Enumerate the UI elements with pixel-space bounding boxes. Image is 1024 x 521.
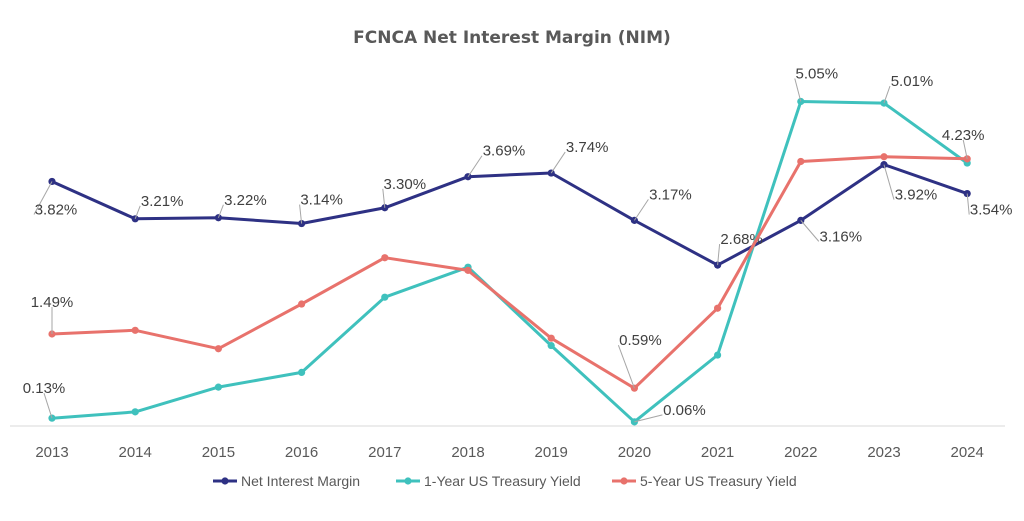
leader-line xyxy=(134,205,141,219)
data-label: 3.16% xyxy=(820,228,863,245)
leader-line xyxy=(962,139,968,159)
data-point xyxy=(797,97,805,106)
data-point xyxy=(797,157,805,166)
x-tick-label: 2022 xyxy=(784,444,817,461)
data-label: 0.06% xyxy=(663,402,706,419)
leader-line xyxy=(43,393,53,419)
series-3: 1.49% 0.59% 4.23% xyxy=(31,127,985,392)
leader-line xyxy=(883,164,895,200)
legend-item: 1-Year US Treasury Yield xyxy=(396,473,581,489)
legend-label: 5-Year US Treasury Yield xyxy=(640,473,797,489)
x-tick-label: 2016 xyxy=(285,444,318,461)
x-tick-label: 2019 xyxy=(535,444,568,461)
leader-line xyxy=(217,204,224,218)
data-label: 3.54% xyxy=(970,202,1013,219)
data-point xyxy=(381,254,389,262)
x-tick-label: 2023 xyxy=(867,444,900,461)
leader-line xyxy=(794,78,802,102)
legend-swatch-dot xyxy=(221,477,229,485)
data-label: 3.14% xyxy=(300,192,343,209)
data-label: 4.23% xyxy=(942,127,985,144)
data-label: 2.68% xyxy=(720,231,763,248)
data-point xyxy=(214,383,222,391)
data-point xyxy=(714,351,722,359)
data-label: 0.59% xyxy=(619,332,662,349)
leader-line xyxy=(550,151,566,174)
leader-line xyxy=(299,204,303,224)
leader-line xyxy=(633,199,649,221)
legend-swatch-dot xyxy=(404,477,412,485)
data-label: 0.13% xyxy=(23,380,66,397)
leader-line xyxy=(33,181,53,215)
chart-title: FCNCA Net Interest Margin (NIM) xyxy=(353,28,671,48)
series-line xyxy=(51,155,968,390)
legend-label: Net Interest Margin xyxy=(241,473,360,489)
data-label: 3.92% xyxy=(895,187,938,204)
x-tick-label: 2018 xyxy=(451,444,484,461)
data-point xyxy=(131,326,139,334)
legend-swatch-dot xyxy=(620,477,628,485)
data-point xyxy=(298,368,306,376)
series-1: 3.82% 3.21% 3.22% 3.14% 3.30% 3.69% 3.74% 3.17%… xyxy=(33,139,1013,269)
data-point xyxy=(547,341,555,350)
data-label: 3.22% xyxy=(224,192,267,209)
data-label: 3.69% xyxy=(483,143,526,160)
series-line xyxy=(51,100,969,424)
data-label: 5.01% xyxy=(891,73,934,90)
data-point xyxy=(547,334,555,342)
leader-line xyxy=(382,188,386,208)
series-2: 0.13% 0.06% 5.05% 5.01% xyxy=(23,66,971,426)
data-point xyxy=(714,304,722,312)
data-label: 3.30% xyxy=(384,176,427,193)
data-point xyxy=(381,293,389,301)
data-label: 3.74% xyxy=(566,139,609,156)
data-point xyxy=(880,153,888,161)
x-tick-label: 2017 xyxy=(368,444,401,461)
x-tick-label: 2021 xyxy=(701,444,734,461)
data-point xyxy=(298,300,306,308)
x-tick-label: 2013 xyxy=(35,444,68,461)
legend-item: 5-Year US Treasury Yield xyxy=(612,473,797,489)
data-label: 5.05% xyxy=(796,66,839,83)
x-tick-label: 2020 xyxy=(618,444,651,461)
x-tick-label: 2024 xyxy=(951,444,984,461)
x-tick-label: 2015 xyxy=(202,444,235,461)
series-line xyxy=(51,163,968,267)
x-tick-label: 2014 xyxy=(119,444,152,461)
leader-line xyxy=(800,220,820,242)
leader-line xyxy=(717,244,721,266)
data-point xyxy=(963,155,971,163)
data-point xyxy=(131,408,139,416)
data-point xyxy=(214,345,222,353)
leader-line xyxy=(617,345,635,389)
data-label: 3.82% xyxy=(35,201,78,218)
leader-line xyxy=(883,85,891,104)
leader-line xyxy=(634,414,663,423)
leader-line xyxy=(966,193,970,215)
legend-label: 1-Year US Treasury Yield xyxy=(424,473,581,489)
data-label: 3.17% xyxy=(649,186,692,203)
data-label: 3.21% xyxy=(141,193,184,210)
legend-item: Net Interest Margin xyxy=(213,473,360,489)
data-label: 1.49% xyxy=(31,294,74,311)
data-point xyxy=(464,266,472,274)
leader-line xyxy=(467,155,483,178)
